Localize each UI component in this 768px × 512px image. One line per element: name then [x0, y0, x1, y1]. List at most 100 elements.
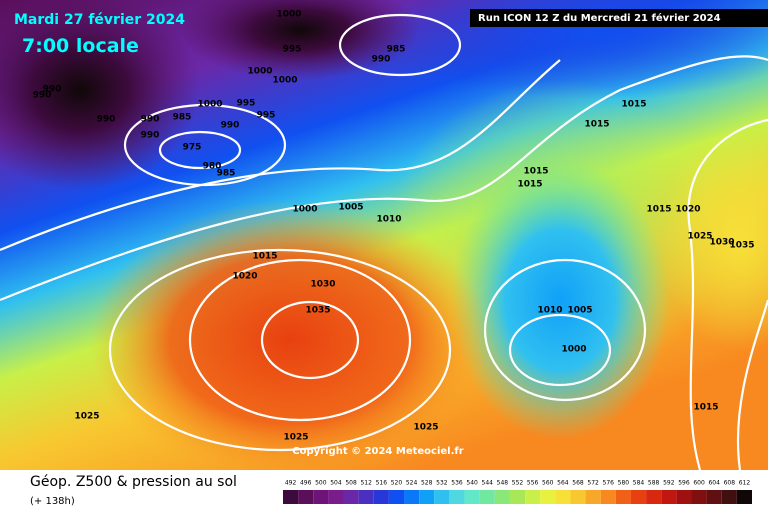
isobar-label: 1000: [561, 345, 586, 355]
isobar-label: 985: [173, 113, 192, 123]
legend-label: 520: [391, 480, 403, 487]
legend-swatch: [328, 490, 344, 504]
legend-swatch: [585, 490, 601, 504]
legend-label: 564: [557, 480, 569, 487]
isobar-label: 990: [141, 131, 160, 141]
isobar-label: 990: [141, 115, 160, 125]
legend-swatch: [630, 490, 647, 504]
legend-label: 528: [421, 480, 433, 487]
legend-swatch: [691, 490, 707, 504]
legend-swatch: [615, 490, 631, 504]
isobar-label: 995: [257, 111, 276, 121]
isobar-label: 1030: [709, 238, 734, 248]
copyright: Copyright © 2024 Meteociel.fr: [292, 446, 463, 457]
legend-label: 524: [406, 480, 418, 487]
legend-label: 604: [708, 480, 720, 487]
field: [450, 160, 670, 440]
run-info: Run ICON 12 Z du Mercredi 21 février 202…: [478, 12, 721, 24]
isobar-label: 1025: [283, 433, 308, 443]
isobar-label: 1030: [310, 280, 335, 290]
legend-label: 508: [345, 480, 357, 487]
isobar-label: 975: [183, 143, 202, 153]
legend-swatch: [736, 490, 752, 504]
legend-swatch: [555, 490, 571, 504]
legend-swatch: [358, 490, 374, 504]
isobar-label: 1015: [621, 100, 646, 110]
isobar-label: 1010: [537, 306, 562, 316]
isobar-label: 1020: [675, 205, 700, 215]
legend-label: 600: [693, 480, 705, 487]
isobar-label: 1025: [413, 423, 438, 433]
legend-swatch: [494, 490, 510, 504]
legend-swatch: [721, 490, 737, 504]
legend-label: 544: [482, 480, 494, 487]
legend-label: 552: [512, 480, 524, 487]
legend-swatch: [313, 490, 329, 504]
legend-label: 540: [466, 480, 478, 487]
legend-swatch: [449, 490, 465, 504]
isobar-label: 1020: [232, 272, 257, 282]
isobar-label: 990: [33, 91, 52, 101]
legend-swatch: [283, 490, 299, 504]
isobar-label: 1000: [292, 205, 317, 215]
isobar-label: 990: [97, 115, 116, 125]
isobar-label: 1015: [646, 205, 671, 215]
legend-swatch: [434, 490, 450, 504]
legend-label: 504: [330, 480, 342, 487]
isobars: [0, 13, 768, 471]
legend-swatch: [661, 490, 677, 504]
legend-swatch: [298, 490, 314, 504]
legend-label: 516: [376, 480, 388, 487]
lead-time: (+ 138h): [30, 496, 75, 507]
legend-swatch: [540, 490, 556, 504]
legend-label: 532: [436, 480, 448, 487]
legend-swatch: [676, 490, 692, 504]
legend-swatch: [570, 490, 586, 504]
legend-swatch: [646, 490, 662, 504]
legend-label: 572: [587, 480, 599, 487]
isobar-label: 1015: [693, 403, 718, 413]
isobar-label: 1015: [584, 120, 609, 130]
isobar-label: 1005: [338, 203, 363, 213]
run-banner: [470, 9, 768, 27]
legend-label: 548: [497, 480, 509, 487]
isobar-label: 1025: [687, 232, 712, 242]
legend-label: 568: [572, 480, 584, 487]
isobar-label: 1015: [523, 167, 548, 177]
legend-swatch: [404, 490, 420, 504]
legend-swatch: [479, 490, 495, 504]
isobar-label: 1015: [517, 180, 542, 190]
legend-label: 492: [285, 480, 297, 487]
legend-swatch: [343, 490, 359, 504]
isobar-label: 980: [203, 162, 222, 172]
field: [180, 0, 420, 80]
isobar-label: 990: [43, 85, 62, 95]
isobar-label: 1035: [305, 306, 330, 316]
legend-swatch: [388, 490, 405, 504]
legend-label: 596: [678, 480, 690, 487]
legend-label: 580: [618, 480, 630, 487]
forecast-time: 7:00 locale: [22, 35, 139, 57]
legend-label: 496: [300, 480, 312, 487]
legend-label: 608: [724, 480, 736, 487]
isobar-label: 985: [387, 45, 406, 55]
legend-label: 512: [360, 480, 372, 487]
isobar-label: 1000: [247, 67, 272, 77]
isobar-label: 990: [221, 121, 240, 131]
isobar-label: 1005: [567, 306, 592, 316]
legend-label: 536: [451, 480, 463, 487]
isobar-label: 1010: [376, 215, 401, 225]
legend-swatch: [373, 490, 389, 504]
legend-label: 500: [315, 480, 327, 487]
legend-label: 588: [648, 480, 660, 487]
isobar-label: 1000: [197, 100, 222, 110]
field: [90, 200, 490, 480]
legend-label: 576: [603, 480, 615, 487]
legend-label: 556: [527, 480, 539, 487]
legend-swatch: [419, 490, 435, 504]
isobar-label: 995: [237, 99, 256, 109]
legend-swatch: [525, 490, 541, 504]
isobar-label: 990: [372, 55, 391, 65]
isobar-label: 1000: [276, 10, 301, 20]
